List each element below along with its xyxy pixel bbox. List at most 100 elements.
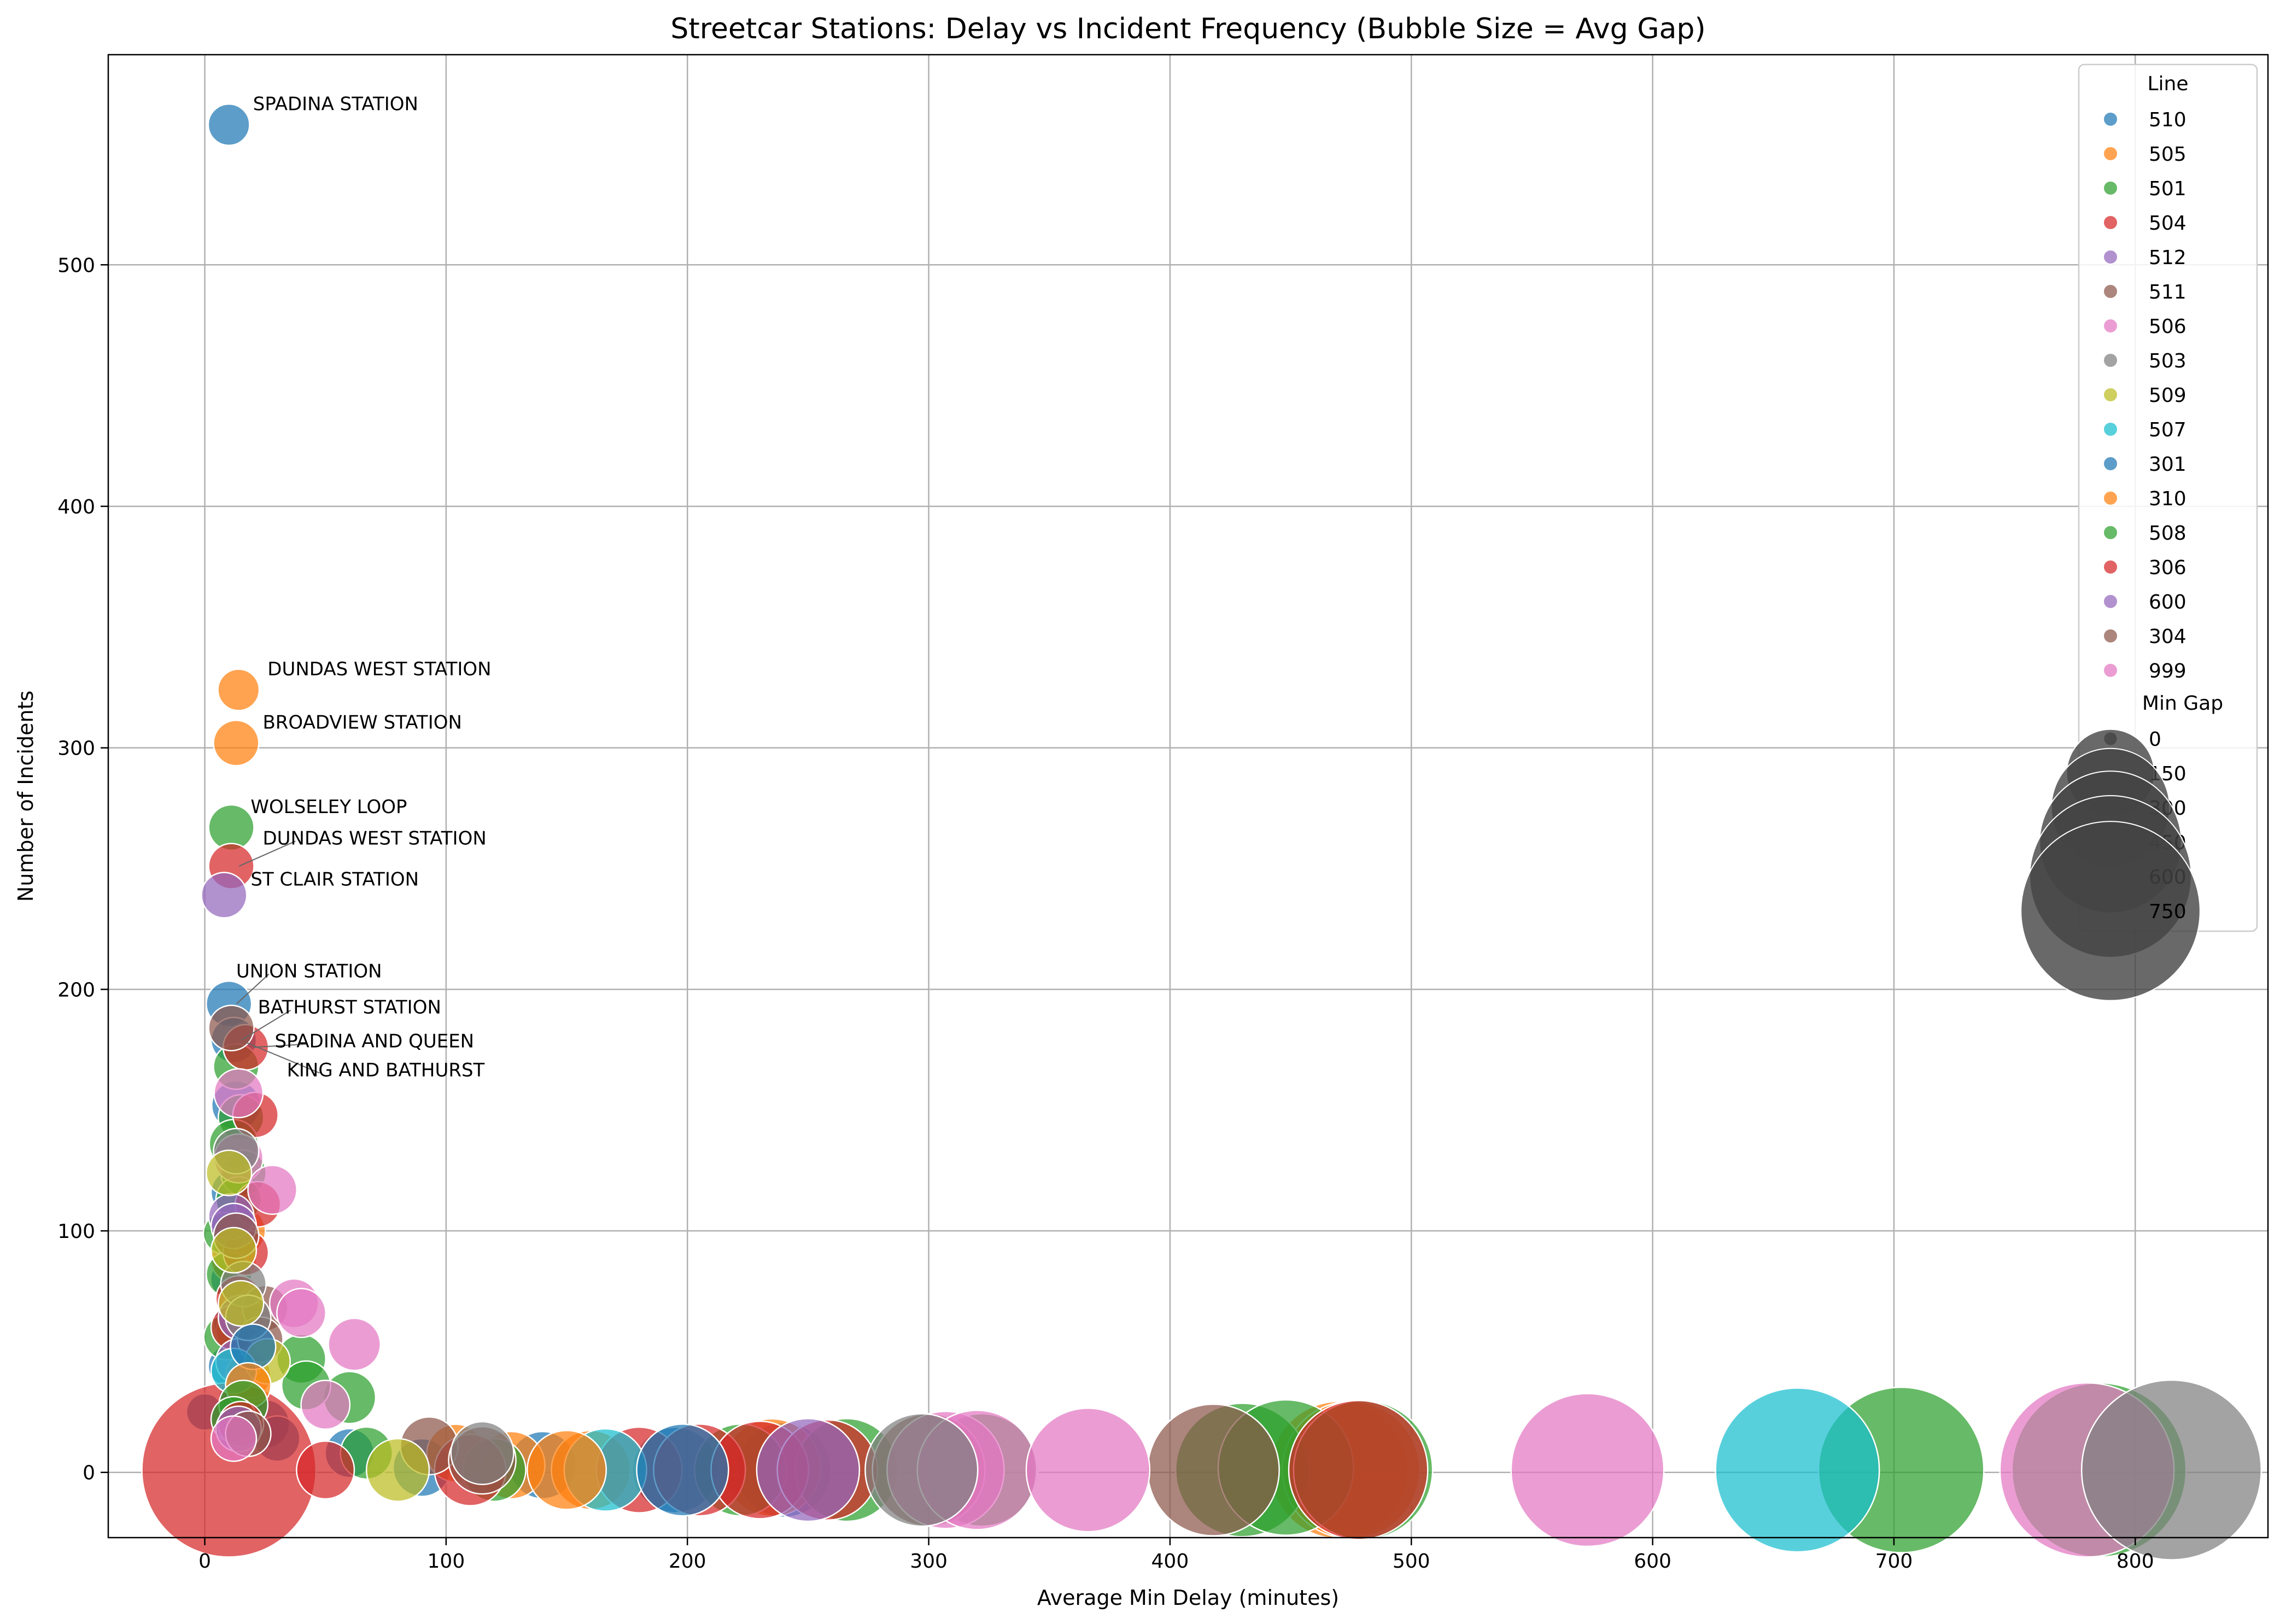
- x-tick-label: 0: [198, 1550, 211, 1573]
- data-point-line-504: [296, 1440, 355, 1500]
- y-tick-label: 500: [57, 254, 95, 277]
- data-point-line-512: [756, 1418, 861, 1522]
- legend-label-line: 310: [2149, 488, 2187, 510]
- data-points: [141, 103, 2262, 1561]
- data-point-line-506: [300, 1380, 351, 1430]
- axis-ticks: 0 100 200 300 400 500 600 700 800 0 100 200 300 400 50…: [57, 254, 2154, 1573]
- legend-size-marker: [2020, 821, 2201, 1001]
- legend-marker-line-511: [2103, 284, 2118, 299]
- legend-title-line: Line: [2147, 73, 2188, 95]
- y-tick-label: 400: [57, 496, 95, 518]
- legend-marker-line-508: [2103, 525, 2118, 540]
- data-point-line-505: [213, 720, 260, 767]
- data-point-line-509: [205, 1149, 253, 1196]
- data-point-line-503: [864, 1413, 979, 1527]
- legend-label-line: 600: [2149, 591, 2187, 614]
- y-tick-label: 100: [57, 1220, 95, 1243]
- y-axis-label: Number of Incidents: [14, 691, 38, 902]
- legend-label-line: 503: [2149, 350, 2187, 372]
- legend-label-line: 511: [2149, 281, 2187, 303]
- data-point-line-507: [1715, 1387, 1880, 1553]
- annotation-label: KING AND BATHURST: [287, 1059, 485, 1081]
- x-axis-label: Average Min Delay (minutes): [1037, 1586, 1339, 1610]
- legend-marker-line-505: [2103, 146, 2118, 161]
- legend-marker-line-501: [2103, 180, 2118, 196]
- data-point-line-506: [1025, 1407, 1151, 1533]
- annotation-label: WOLSELEY LOOP: [250, 796, 407, 818]
- annotation-label: BATHURST STATION: [258, 997, 441, 1019]
- legend-label-line: 304: [2149, 626, 2187, 648]
- data-point-line-510: [207, 103, 250, 147]
- legend-label-line: 506: [2149, 316, 2187, 338]
- data-point-line-511: [1147, 1403, 1280, 1537]
- legend-label-line: 509: [2149, 384, 2187, 407]
- legend-marker-line-510: [2103, 112, 2118, 127]
- chart-title: Streetcar Stations: Delay vs Incident Fr…: [670, 13, 1705, 45]
- legend-marker-line-306: [2103, 559, 2118, 575]
- legend-marker-line-999: [2103, 663, 2118, 678]
- data-point-line-999: [210, 1415, 258, 1462]
- data-point-line-506: [276, 1288, 326, 1339]
- x-tick-label: 300: [910, 1550, 948, 1573]
- data-point-line-503: [450, 1421, 515, 1486]
- legend-label-line: 504: [2149, 212, 2187, 235]
- annotation-arrow: [236, 973, 270, 1004]
- data-point-line-509: [210, 1226, 258, 1274]
- x-tick-label: 200: [669, 1550, 706, 1573]
- x-tick-label: 800: [2117, 1550, 2154, 1573]
- y-tick-label: 300: [57, 738, 95, 760]
- x-tick-label: 500: [1393, 1550, 1430, 1573]
- legend-marker-line-509: [2103, 387, 2118, 402]
- legend-marker-line-506: [2103, 318, 2118, 334]
- legend-marker-line-507: [2103, 422, 2118, 437]
- x-tick-label: 100: [428, 1550, 465, 1573]
- legend: Line 510 505 501 504 512 511 506 503 509 507 301 310…: [2020, 63, 2258, 1001]
- x-tick-label: 700: [1875, 1550, 1913, 1573]
- legend-marker-line-600: [2103, 594, 2118, 609]
- annotations: SPADINA STATION DUNDAS WEST STATION BROADV…: [236, 94, 492, 1082]
- annotation-label: UNION STATION: [236, 960, 382, 982]
- data-point-line-506: [328, 1317, 382, 1371]
- data-point-line-503: [2080, 1379, 2262, 1561]
- legend-label-line: 501: [2149, 178, 2187, 200]
- data-point-line-509: [218, 1280, 265, 1327]
- x-tick-label: 400: [1151, 1550, 1189, 1573]
- legend-label-line: 508: [2149, 522, 2187, 545]
- legend-label-line: 507: [2149, 419, 2187, 441]
- plot-frame: [107, 54, 2269, 1539]
- data-point-line-504: [1288, 1399, 1429, 1540]
- annotation-label: DUNDAS WEST STATION: [267, 658, 491, 680]
- legend-marker-line-304: [2103, 628, 2118, 644]
- legend-label-line: 999: [2149, 660, 2187, 682]
- legend-label-line: 301: [2149, 453, 2187, 476]
- data-point-line-506: [247, 1165, 298, 1215]
- annotation-label: SPADINA AND QUEEN: [275, 1030, 475, 1052]
- legend-size-label: 750: [2149, 901, 2187, 923]
- legend-title-min-gap: Min Gap: [2142, 692, 2223, 715]
- legend-marker-line-310: [2103, 490, 2118, 506]
- annotation-label: ST CLAIR STATION: [250, 868, 419, 890]
- annotation-label: SPADINA STATION: [253, 94, 418, 115]
- legend-marker-line-512: [2103, 249, 2118, 265]
- data-point-line-505: [217, 668, 260, 711]
- data-point-line-301: [636, 1423, 729, 1517]
- y-tick-label: 200: [57, 979, 95, 1001]
- legend-label-line: 505: [2149, 143, 2187, 166]
- annotation-arrow: [238, 840, 296, 867]
- legend-label-line: 510: [2149, 109, 2187, 131]
- annotation-arrow: [241, 1009, 291, 1041]
- annotation-label: DUNDAS WEST STATION: [262, 827, 486, 849]
- annotation-arrow: [253, 1043, 308, 1048]
- data-point-line-506: [1510, 1393, 1665, 1547]
- legend-marker-line-301: [2103, 456, 2118, 471]
- legend-marker-line-503: [2103, 353, 2118, 368]
- annotation-label: BROADVIEW STATION: [262, 711, 461, 733]
- data-point-line-506: [213, 1068, 264, 1119]
- data-point-line-310: [527, 1429, 607, 1510]
- legend-label-line: 306: [2149, 557, 2187, 579]
- legend-size-label: 0: [2149, 728, 2161, 751]
- x-tick-label: 600: [1634, 1550, 1671, 1573]
- data-point-line-509: [365, 1438, 430, 1502]
- data-point-line-512: [201, 872, 248, 919]
